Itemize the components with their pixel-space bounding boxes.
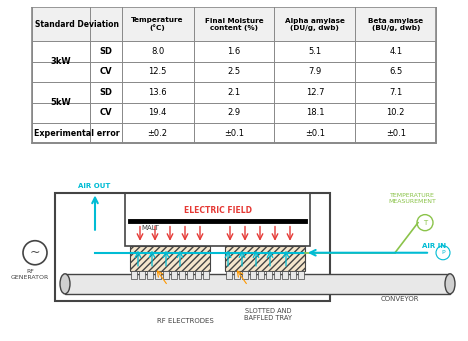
Text: 18.1: 18.1 <box>306 108 324 117</box>
Text: 3kW: 3kW <box>51 57 71 66</box>
Ellipse shape <box>445 274 455 294</box>
Bar <box>179 271 185 279</box>
Bar <box>65 274 450 294</box>
Bar <box>125 193 310 246</box>
Text: 2.5: 2.5 <box>227 68 241 76</box>
Text: 2.1: 2.1 <box>227 88 241 97</box>
Bar <box>163 271 169 279</box>
Bar <box>290 271 296 279</box>
Bar <box>266 271 272 279</box>
Bar <box>298 271 304 279</box>
Ellipse shape <box>60 274 70 294</box>
Bar <box>155 271 161 279</box>
Bar <box>274 271 280 279</box>
Text: 6.5: 6.5 <box>389 68 402 76</box>
Text: 4.1: 4.1 <box>389 47 402 56</box>
Text: SD: SD <box>100 88 112 97</box>
Text: RF
GENERATOR: RF GENERATOR <box>11 269 49 280</box>
Bar <box>282 271 288 279</box>
Bar <box>187 271 193 279</box>
Text: 5.1: 5.1 <box>308 47 322 56</box>
Bar <box>130 246 210 271</box>
Text: ±0.1: ±0.1 <box>386 129 406 137</box>
Text: SD: SD <box>100 47 112 56</box>
Bar <box>203 271 209 279</box>
Text: 7.9: 7.9 <box>308 68 322 76</box>
Text: Alpha amylase
(DU/g, dwb): Alpha amylase (DU/g, dwb) <box>285 18 345 31</box>
FancyBboxPatch shape <box>32 7 436 143</box>
Bar <box>147 271 153 279</box>
Text: 2.9: 2.9 <box>227 108 241 117</box>
Text: MALT: MALT <box>141 225 159 231</box>
Text: 10.2: 10.2 <box>387 108 405 117</box>
Bar <box>139 271 145 279</box>
Text: Temperature
(°C): Temperature (°C) <box>132 17 184 31</box>
Text: ~: ~ <box>30 246 40 259</box>
Text: ±0.1: ±0.1 <box>224 129 244 137</box>
Text: 8.0: 8.0 <box>151 47 164 56</box>
Text: 5kW: 5kW <box>51 98 72 107</box>
Text: T: T <box>423 220 427 226</box>
Text: P: P <box>441 250 445 255</box>
Text: Beta amylase
(BU/g, dwb): Beta amylase (BU/g, dwb) <box>368 18 423 31</box>
Text: ELECTRIC FIELD: ELECTRIC FIELD <box>184 206 252 215</box>
Bar <box>226 271 232 279</box>
Bar <box>242 271 248 279</box>
Bar <box>195 271 201 279</box>
Text: Final Moisture
content (%): Final Moisture content (%) <box>205 18 263 31</box>
Text: CONVEYOR: CONVEYOR <box>381 296 419 302</box>
Text: 7.1: 7.1 <box>389 88 402 97</box>
Text: Experimental error: Experimental error <box>34 129 120 137</box>
Text: 19.4: 19.4 <box>148 108 167 117</box>
Text: 12.5: 12.5 <box>148 68 167 76</box>
Text: 1.6: 1.6 <box>227 47 241 56</box>
Text: 12.7: 12.7 <box>306 88 324 97</box>
Text: 13.6: 13.6 <box>148 88 167 97</box>
FancyBboxPatch shape <box>32 7 436 41</box>
Bar <box>171 271 177 279</box>
Text: ±0.2: ±0.2 <box>147 129 168 137</box>
Text: AIR OUT: AIR OUT <box>78 182 110 189</box>
Text: ±0.1: ±0.1 <box>305 129 325 137</box>
Bar <box>55 193 330 301</box>
Text: AIR IN: AIR IN <box>422 243 446 249</box>
Text: Standard Deviation: Standard Deviation <box>35 19 119 29</box>
Bar <box>258 271 264 279</box>
Text: CV: CV <box>100 68 112 76</box>
Bar <box>225 246 305 271</box>
Bar <box>234 271 240 279</box>
Text: RF ELECTRODES: RF ELECTRODES <box>157 318 213 324</box>
Bar <box>131 271 137 279</box>
Text: SLOTTED AND
BAFFLED TRAY: SLOTTED AND BAFFLED TRAY <box>244 308 292 322</box>
Text: CV: CV <box>100 108 112 117</box>
Bar <box>250 271 256 279</box>
Text: TEMPERATURE
MEASUREMENT: TEMPERATURE MEASUREMENT <box>388 193 436 204</box>
